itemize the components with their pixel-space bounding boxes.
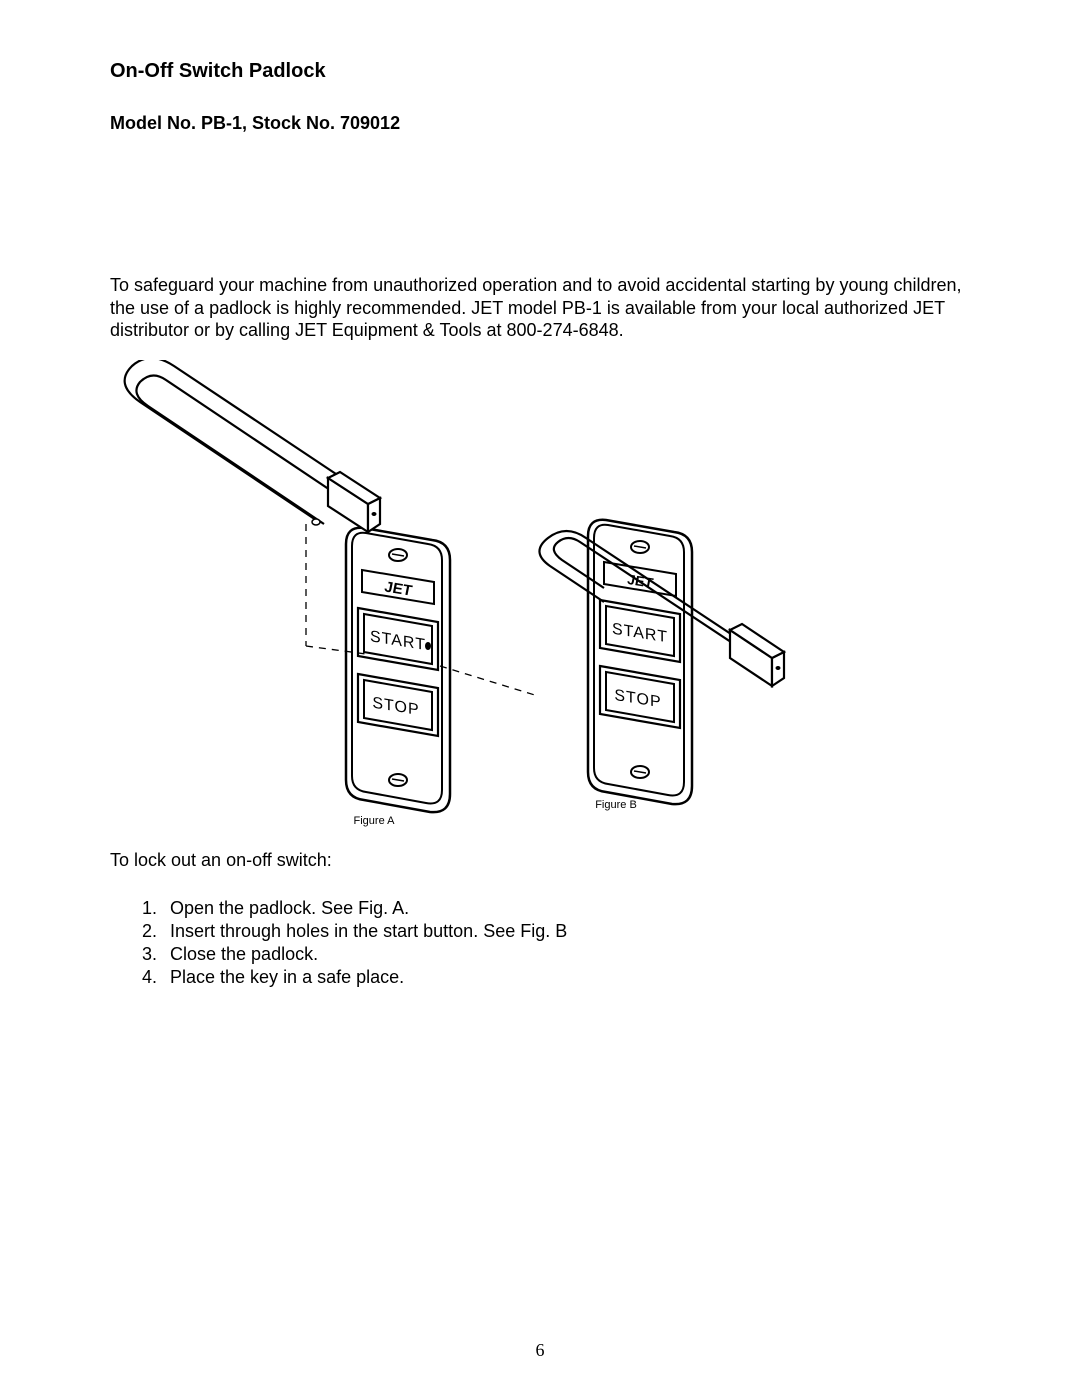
page-title: On-Off Switch Padlock [110, 60, 970, 83]
padlock-diagram-svg: JET START STOP [110, 360, 810, 830]
figure-a-label: Figure A [354, 815, 396, 827]
padlock-figure: JET START STOP [110, 360, 810, 830]
step-item: Open the padlock. See Fig. A. [162, 897, 970, 920]
steps-lead: To lock out an on-off switch: [110, 850, 970, 871]
intro-paragraph: To safeguard your machine from unauthori… [110, 274, 970, 342]
page-number: 6 [0, 1340, 1080, 1361]
step-item: Close the padlock. [162, 943, 970, 966]
model-number-line: Model No. PB-1, Stock No. 709012 [110, 113, 970, 134]
figure-b-label: Figure B [595, 799, 637, 811]
document-page: On-Off Switch Padlock Model No. PB-1, St… [0, 0, 1080, 1397]
steps-list: Open the padlock. See Fig. A. Insert thr… [110, 897, 970, 989]
step-item: Insert through holes in the start button… [162, 920, 970, 943]
step-item: Place the key in a safe place. [162, 966, 970, 989]
